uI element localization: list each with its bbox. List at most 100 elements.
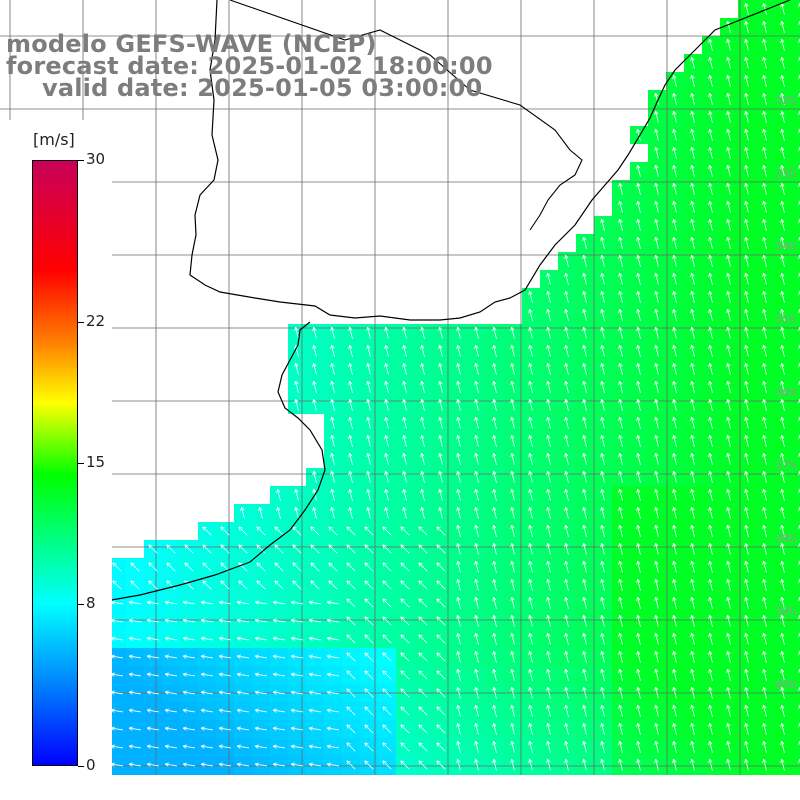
- map-area: [0, 0, 800, 775]
- wind-arrow: [474, 668, 479, 681]
- wind-arrow: [618, 506, 623, 519]
- wind-speed-cell: [594, 774, 612, 775]
- wind-arrow: [672, 110, 677, 123]
- wind-arrow: [726, 92, 731, 105]
- wind-arrow: [456, 524, 461, 537]
- wind-arrow: [146, 726, 159, 731]
- wind-arrow: [582, 614, 587, 627]
- wind-arrow: [582, 308, 587, 321]
- wind-arrow: [708, 524, 713, 537]
- wind-speed-cell: [342, 774, 360, 775]
- wind-arrow: [400, 670, 410, 680]
- wind-arrow: [364, 562, 374, 572]
- wind-arrow: [146, 636, 159, 641]
- wind-arrow: [780, 218, 785, 231]
- wind-speed-cell: [216, 774, 234, 775]
- wind-arrow: [672, 164, 677, 177]
- wind-arrow: [420, 380, 425, 393]
- wind-arrow: [346, 580, 356, 590]
- wind-arrow: [600, 686, 605, 699]
- wind-arrow: [218, 636, 231, 641]
- wind-arrow: [148, 562, 158, 572]
- wind-arrow: [654, 596, 659, 609]
- wind-speed-cell: [792, 18, 800, 36]
- wind-arrow: [276, 506, 281, 519]
- wind-arrow: [744, 92, 749, 105]
- wind-arrow: [364, 526, 374, 536]
- wind-arrow: [582, 344, 587, 357]
- wind-arrow: [654, 542, 659, 555]
- wind-arrow: [382, 616, 392, 626]
- wind-arrow: [672, 416, 677, 429]
- wind-arrow: [726, 254, 731, 267]
- wind-arrow: [780, 362, 785, 375]
- latitude-label: 40S: [775, 678, 796, 691]
- wind-arrow: [240, 506, 245, 519]
- wind-arrow: [690, 56, 695, 69]
- wind-arrow: [346, 526, 356, 536]
- wind-arrow: [492, 542, 497, 555]
- colorbar-gradient: [32, 160, 78, 766]
- wind-arrow: [456, 758, 461, 771]
- wind-arrow: [726, 416, 731, 429]
- wind-arrow: [600, 506, 605, 519]
- wind-arrow: [258, 506, 263, 519]
- wind-arrow: [690, 272, 695, 285]
- wind-speed-cell: [792, 738, 800, 756]
- colorbar-tick-mark: [78, 321, 84, 323]
- wind-arrow: [672, 650, 677, 663]
- wind-arrow: [272, 690, 285, 695]
- wind-arrow: [182, 762, 195, 767]
- wind-arrow: [780, 470, 785, 483]
- wind-arrow: [672, 632, 677, 645]
- wind-arrow: [236, 708, 249, 713]
- wind-arrow: [418, 670, 428, 680]
- wind-speed-cell: [126, 774, 144, 775]
- wind-arrow: [564, 398, 569, 411]
- wind-arrow: [744, 110, 749, 123]
- wind-arrow: [474, 596, 479, 609]
- wind-arrow: [510, 434, 515, 447]
- wind-arrow: [690, 380, 695, 393]
- wind-arrow: [744, 362, 749, 375]
- wind-speed-cell: [702, 774, 720, 775]
- wind-arrow: [654, 758, 659, 771]
- wind-arrow: [654, 380, 659, 393]
- wind-arrow: [672, 218, 677, 231]
- wind-arrow: [762, 416, 767, 429]
- wind-arrow: [330, 398, 335, 411]
- wind-arrow: [308, 744, 321, 749]
- wind-arrow: [564, 722, 569, 735]
- wind-arrow: [438, 380, 443, 393]
- wind-arrow: [600, 308, 605, 321]
- wind-arrow: [780, 722, 785, 735]
- latitude-label: 32S: [775, 94, 796, 107]
- wind-arrow: [600, 326, 605, 339]
- wind-arrow: [600, 704, 605, 717]
- wind-arrow: [546, 758, 551, 771]
- wind-arrow: [762, 272, 767, 285]
- wind-arrow: [708, 326, 713, 339]
- wind-arrow: [236, 762, 249, 767]
- wind-arrow: [582, 272, 587, 285]
- wind-speed-cell: [792, 414, 800, 432]
- wind-arrow: [456, 452, 461, 465]
- wind-arrow: [708, 164, 713, 177]
- wind-arrow: [364, 598, 374, 608]
- wind-speed-cell: [144, 774, 162, 775]
- wind-arrow: [308, 690, 321, 695]
- wind-arrow: [618, 650, 623, 663]
- wind-arrow: [708, 452, 713, 465]
- wind-arrow: [762, 704, 767, 717]
- wind-arrow: [328, 544, 338, 554]
- wind-arrow: [780, 632, 785, 645]
- wind-arrow: [636, 560, 641, 573]
- wind-arrow: [546, 290, 551, 303]
- wind-arrow: [528, 488, 533, 501]
- wind-arrow: [146, 600, 159, 605]
- wind-arrow: [348, 506, 353, 519]
- wind-arrow: [708, 686, 713, 699]
- wind-arrow: [456, 398, 461, 411]
- wind-arrow: [276, 488, 281, 501]
- wind-arrow: [546, 326, 551, 339]
